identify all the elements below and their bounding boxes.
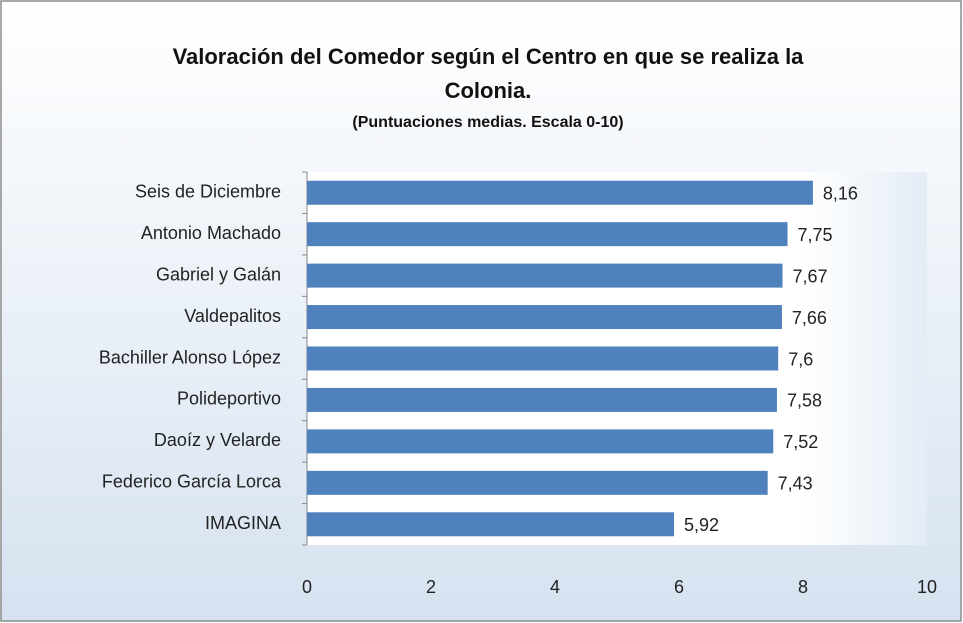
x-tick-label: 6 [674, 577, 684, 597]
bar [307, 222, 788, 247]
bar [307, 387, 777, 412]
value-label: 7,6 [788, 349, 813, 369]
value-label: 8,16 [823, 183, 858, 203]
chart-title: Valoración del Comedor según el Centro e… [172, 44, 804, 103]
y-tick-label: Valdepalitos [184, 306, 281, 326]
y-tick-label: Bachiller Alonso López [99, 347, 281, 367]
bar [307, 512, 675, 537]
y-tick-label: IMAGINA [205, 513, 281, 533]
value-label: 5,92 [684, 515, 719, 535]
bar [307, 263, 783, 288]
bar [307, 180, 813, 205]
bar [307, 346, 779, 371]
x-tick-label: 10 [917, 577, 937, 597]
y-tick-label: Gabriel y Galán [156, 264, 281, 284]
bar [307, 305, 782, 330]
y-tick-label: Seis de Diciembre [135, 181, 281, 201]
value-label: 7,43 [778, 474, 813, 494]
value-label: 7,66 [792, 308, 827, 328]
value-label: 7,52 [783, 432, 818, 452]
x-tick-label: 0 [302, 577, 312, 597]
bar [307, 470, 768, 495]
y-tick-label: Daoíz y Velarde [154, 430, 281, 450]
y-tick-label: Federico García Lorca [102, 472, 282, 492]
value-label: 7,58 [787, 391, 822, 411]
chart-subtitle: (Puntuaciones medias. Escala 0-10) [352, 114, 624, 131]
y-tick-label: Antonio Machado [141, 223, 281, 243]
bar [307, 429, 774, 454]
y-tick-label: Polideportivo [177, 389, 281, 409]
value-label: 7,67 [793, 266, 828, 286]
x-tick-label: 2 [426, 577, 436, 597]
x-tick-label: 8 [798, 577, 808, 597]
x-tick-label: 4 [550, 577, 560, 597]
value-label: 7,75 [798, 225, 833, 245]
